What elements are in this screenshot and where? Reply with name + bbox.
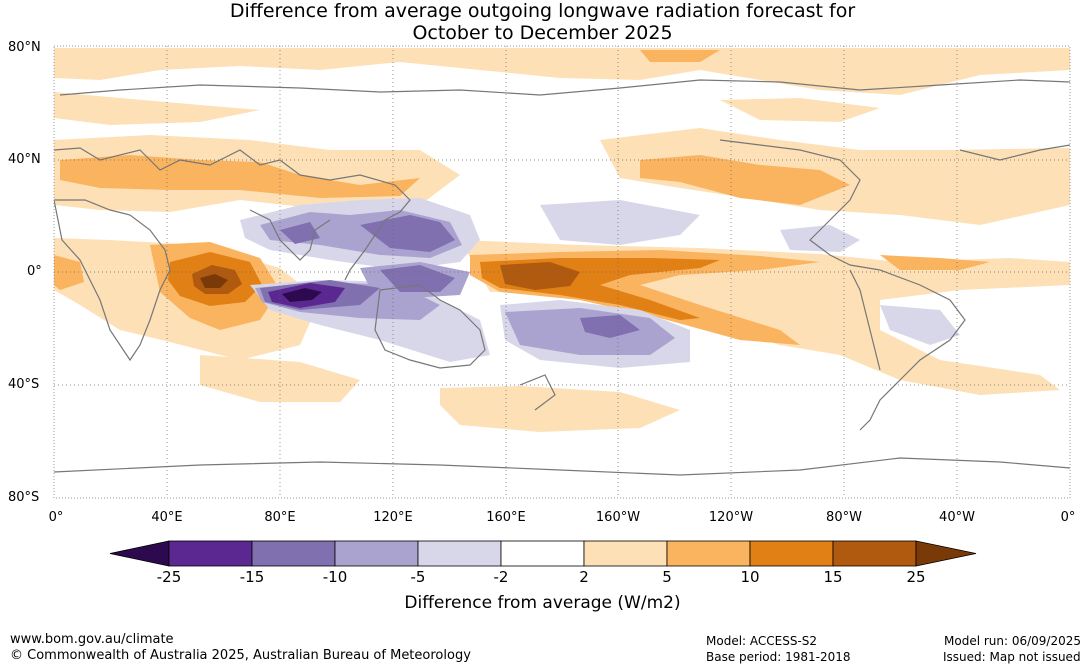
colorbar — [109, 540, 977, 567]
map-title-line1: Difference from average outgoing longwav… — [229, 0, 856, 22]
colorbar-segment — [251, 540, 336, 567]
colorbar-tick-label: 15 — [823, 568, 843, 586]
map-title-line2: October to December 2025 — [412, 22, 673, 44]
lon-label-80w: 80°W — [826, 510, 862, 525]
map-frame — [53, 45, 1071, 499]
colorbar-segment — [749, 540, 834, 567]
footer-model: Model: ACCESS-S2 — [706, 634, 818, 648]
colorbar-tick-label: -5 — [410, 568, 426, 586]
colorbar-segment — [334, 540, 419, 567]
colorbar-title: Difference from average (W/m2) — [404, 593, 681, 613]
colorbar-segment — [417, 540, 502, 567]
lon-label-120w: 120°W — [708, 510, 754, 525]
colorbar-segment — [500, 540, 585, 567]
colorbar-tick-label: 2 — [579, 568, 589, 586]
footer-base-period: Base period: 1981-2018 — [706, 650, 851, 664]
lat-label-40n: 40°N — [8, 152, 41, 167]
colorbar-arrow-high — [915, 540, 977, 567]
colorbar-tick-label: 5 — [662, 568, 672, 586]
lat-label-equator: 0° — [27, 264, 42, 279]
colorbar-tick-label: -2 — [493, 568, 509, 586]
footer-model-run: Model run: 06/09/2025 — [944, 634, 1082, 648]
colorbar-segment — [583, 540, 668, 567]
lon-label-0-right: 0° — [1060, 510, 1076, 525]
colorbar-tick-label: -10 — [322, 568, 348, 586]
colorbar-segment — [666, 540, 751, 567]
lat-label-40s: 40°S — [8, 377, 40, 392]
anomaly-over-25-area — [200, 274, 228, 288]
gridlines — [54, 46, 1070, 498]
colorbar-segment — [832, 540, 917, 567]
lon-label-160w: 160°W — [595, 510, 641, 525]
colorbar-tick-label: -25 — [156, 568, 182, 586]
colorbar-tick-label: 10 — [740, 568, 760, 586]
footer-copyright: © Commonwealth of Australia 2025, Austra… — [10, 648, 471, 663]
colorbar-tick-label: -15 — [239, 568, 265, 586]
footer-url[interactable]: www.bom.gov.au/climate — [10, 632, 174, 647]
colorbar-segment — [168, 540, 253, 567]
lon-label-120e: 120°E — [373, 510, 413, 525]
lat-label-80n: 80°N — [8, 40, 41, 55]
colorbar-tick-label: 25 — [906, 568, 926, 586]
lon-label-0-left: 0° — [48, 510, 64, 525]
lon-label-40w: 40°W — [939, 510, 975, 525]
colorbar-arrow-low — [109, 540, 170, 567]
footer-issued: Issued: Map not issued — [943, 650, 1081, 664]
anomaly-under-neg25-area — [282, 288, 322, 302]
lat-label-80s: 80°S — [8, 490, 40, 505]
lon-label-160e: 160°E — [486, 510, 526, 525]
lon-label-80e: 80°E — [264, 510, 296, 525]
coastlines — [54, 79, 1070, 476]
lon-label-40e: 40°E — [151, 510, 183, 525]
